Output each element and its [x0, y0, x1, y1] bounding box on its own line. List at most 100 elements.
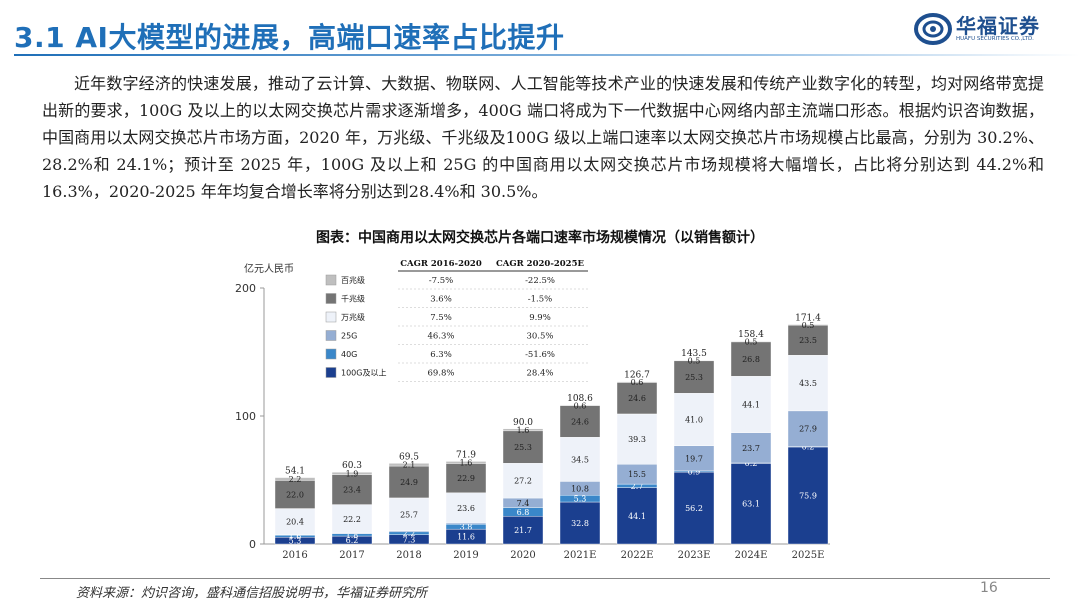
- data-label: 20.4: [286, 518, 304, 527]
- bar-segment: [331, 504, 373, 534]
- company-logo: 华福证券 HUAFU SECURITIES CO.,LTD.: [914, 10, 1074, 50]
- x-tick-label: 2019: [453, 550, 478, 561]
- data-label: 0.5: [688, 357, 701, 366]
- data-label: 23.4: [343, 486, 361, 495]
- total-label: 158.4: [738, 330, 764, 340]
- bar-segment: [616, 487, 658, 545]
- bar-segment: [559, 501, 601, 545]
- data-label: 5.3: [289, 537, 302, 546]
- data-label: 1.6: [460, 458, 473, 467]
- title-divider: [14, 54, 1080, 56]
- chart-title: 图表：中国商用以太网交换芯片各端口速率市场规模情况（以销售额计）: [316, 230, 764, 246]
- total-label: 143.5: [681, 349, 707, 359]
- legend-swatch: [325, 348, 337, 360]
- total-label: 126.7: [624, 371, 650, 381]
- y-tick-label: 200: [235, 282, 256, 295]
- data-label: 5.3: [574, 495, 587, 504]
- x-tick-label: 2018: [396, 550, 421, 561]
- data-label: 25.3: [685, 373, 703, 382]
- bar-segment: [787, 446, 829, 545]
- cagr-value-2016-2020: 7.5%: [430, 313, 452, 323]
- legend-label: 40G: [341, 350, 357, 359]
- x-tick-label: 2020: [510, 550, 535, 561]
- page-number: 16: [980, 580, 998, 596]
- total-label: 54.1: [285, 467, 305, 477]
- data-label: 24.6: [628, 394, 646, 403]
- legend-label: 百兆级: [341, 275, 365, 285]
- bar-segment: [559, 405, 601, 438]
- x-tick-label: 2025E: [792, 550, 825, 561]
- footer-divider: [40, 578, 1050, 579]
- cagr-header-2: CAGR 2020-2025E: [496, 259, 584, 269]
- data-label: 1.9: [346, 469, 359, 478]
- x-tick-label: 2023E: [678, 550, 711, 561]
- data-label: 43.5: [799, 379, 817, 388]
- cagr-value-2016-2020: -7.5%: [429, 276, 453, 286]
- data-label: 0.5: [745, 338, 758, 347]
- data-label: 2.2: [289, 475, 302, 484]
- bar-segment: [787, 355, 829, 412]
- data-label: 27.2: [514, 477, 532, 486]
- legend-swatch: [325, 311, 337, 323]
- x-tick-label: 2024E: [735, 550, 768, 561]
- total-label: 171.4: [795, 313, 821, 323]
- cagr-value-2016-2020: 6.3%: [430, 350, 452, 360]
- legend-swatch: [325, 274, 337, 286]
- cagr-value-2020-2025: 28.4%: [526, 369, 553, 379]
- data-label: 75.9: [799, 491, 817, 500]
- data-label: 56.2: [685, 504, 703, 513]
- cagr-value-2020-2025: 30.5%: [526, 332, 553, 342]
- data-label: 24.6: [571, 418, 589, 427]
- data-label: 0.9: [688, 467, 701, 476]
- cagr-value-2020-2025: 9.9%: [529, 313, 551, 323]
- x-tick-label: 2017: [339, 550, 364, 561]
- y-tick-label: 100: [235, 410, 256, 423]
- data-label: 11.6: [457, 533, 475, 542]
- data-label: 23.6: [457, 504, 475, 513]
- logo-en-text: HUAFU SECURITIES CO.,LTD.: [956, 36, 1034, 42]
- bar-segment: [274, 480, 316, 509]
- bar-segment: [445, 461, 487, 464]
- cagr-value-2016-2020: 69.8%: [427, 369, 454, 379]
- bar-segment: [502, 428, 544, 432]
- logo-cn-text: 华福证券: [956, 14, 1040, 38]
- total-label: 60.3: [342, 461, 362, 471]
- bar-segment: [388, 465, 430, 499]
- cagr-value-2016-2020: 3.6%: [430, 295, 452, 305]
- data-label: 1.6: [289, 532, 302, 541]
- data-label: 10.8: [571, 484, 589, 493]
- bar-segment: [730, 341, 772, 377]
- bar-segment: [787, 410, 829, 447]
- data-label: 27.9: [799, 425, 817, 434]
- bar-segment: [445, 463, 487, 494]
- data-label: 3.8: [460, 523, 473, 532]
- data-label: 2.2: [403, 529, 416, 538]
- data-label: 22.9: [457, 474, 475, 483]
- body-paragraph: 近年数字经济的快速发展，推动了云计算、大数据、物联网、人工智能等技术产业的快速发…: [42, 74, 1044, 201]
- data-label: 44.1: [742, 400, 760, 409]
- data-label: 2.7: [631, 482, 644, 491]
- data-label: 23.7: [742, 444, 760, 453]
- legend-label: 万兆级: [341, 312, 365, 322]
- legend-swatch: [325, 367, 337, 378]
- bar-segment: [388, 463, 430, 467]
- data-label: 7.3: [403, 535, 416, 544]
- bar-segment: [502, 463, 544, 499]
- data-label: 21.7: [514, 526, 532, 535]
- data-label: 0.6: [574, 401, 587, 410]
- data-label: 26.8: [742, 355, 760, 364]
- total-label: 90.0: [513, 418, 533, 428]
- page-title: 3.1 AI大模型的进展，高端口速率占比提升: [14, 21, 565, 54]
- x-tick-label: 2016: [282, 550, 307, 561]
- data-label: 22.2: [343, 515, 361, 524]
- bar-segment: [502, 516, 544, 545]
- data-label: 32.8: [571, 519, 589, 528]
- data-label: 1.6: [517, 426, 530, 435]
- bar-segment: [274, 508, 316, 535]
- data-label: 63.1: [742, 500, 760, 509]
- total-label: 108.6: [567, 394, 593, 404]
- data-label: 25.7: [400, 510, 418, 519]
- data-label: 7.4: [517, 499, 530, 508]
- cagr-header-1: CAGR 2016-2020: [400, 259, 482, 269]
- data-label: 19.7: [685, 454, 703, 463]
